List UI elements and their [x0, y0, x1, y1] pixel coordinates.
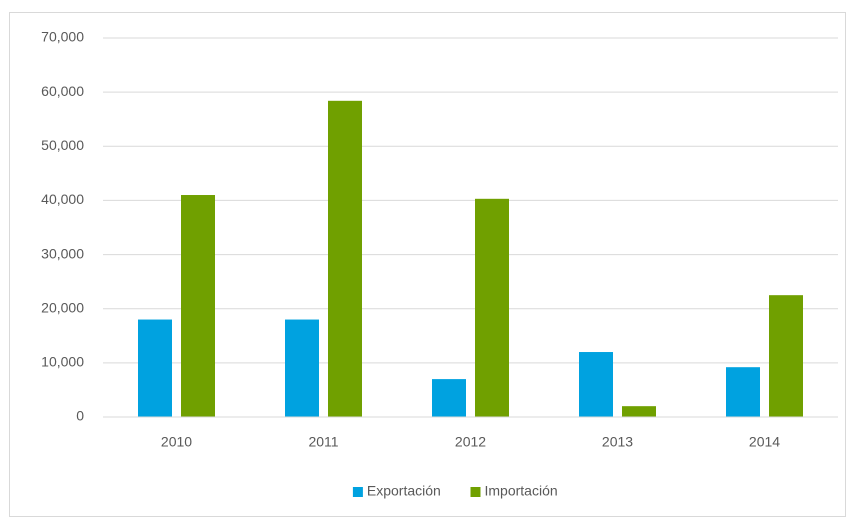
y-tick-label: 0	[76, 408, 84, 424]
y-tick-label: 60,000	[41, 83, 84, 99]
x-tick-label: 2010	[161, 434, 192, 450]
bar	[579, 352, 613, 417]
legend-swatch	[470, 487, 481, 497]
y-tick-label: 30,000	[41, 245, 84, 261]
chart-border	[9, 12, 846, 517]
y-tick-label: 20,000	[41, 299, 84, 315]
x-tick-label: 2013	[602, 434, 633, 450]
x-tick-label: 2011	[308, 434, 338, 450]
bar	[726, 367, 760, 417]
legend-label: Importación	[485, 483, 558, 499]
y-tick-label: 70,000	[41, 29, 84, 45]
bar	[138, 319, 172, 417]
bar	[181, 195, 215, 417]
bar	[475, 198, 509, 417]
bar	[432, 379, 466, 417]
y-tick-label: 10,000	[41, 354, 84, 370]
x-tick-label: 2014	[749, 434, 780, 450]
bar	[285, 319, 319, 417]
x-tick-label: 2012	[455, 434, 486, 450]
y-tick-label: 40,000	[41, 191, 84, 207]
legend-label: Exportación	[367, 483, 441, 499]
bar	[622, 406, 656, 417]
bar	[328, 100, 362, 417]
y-tick-label: 50,000	[41, 137, 84, 153]
legend-swatch	[352, 487, 363, 497]
bar	[769, 295, 803, 417]
